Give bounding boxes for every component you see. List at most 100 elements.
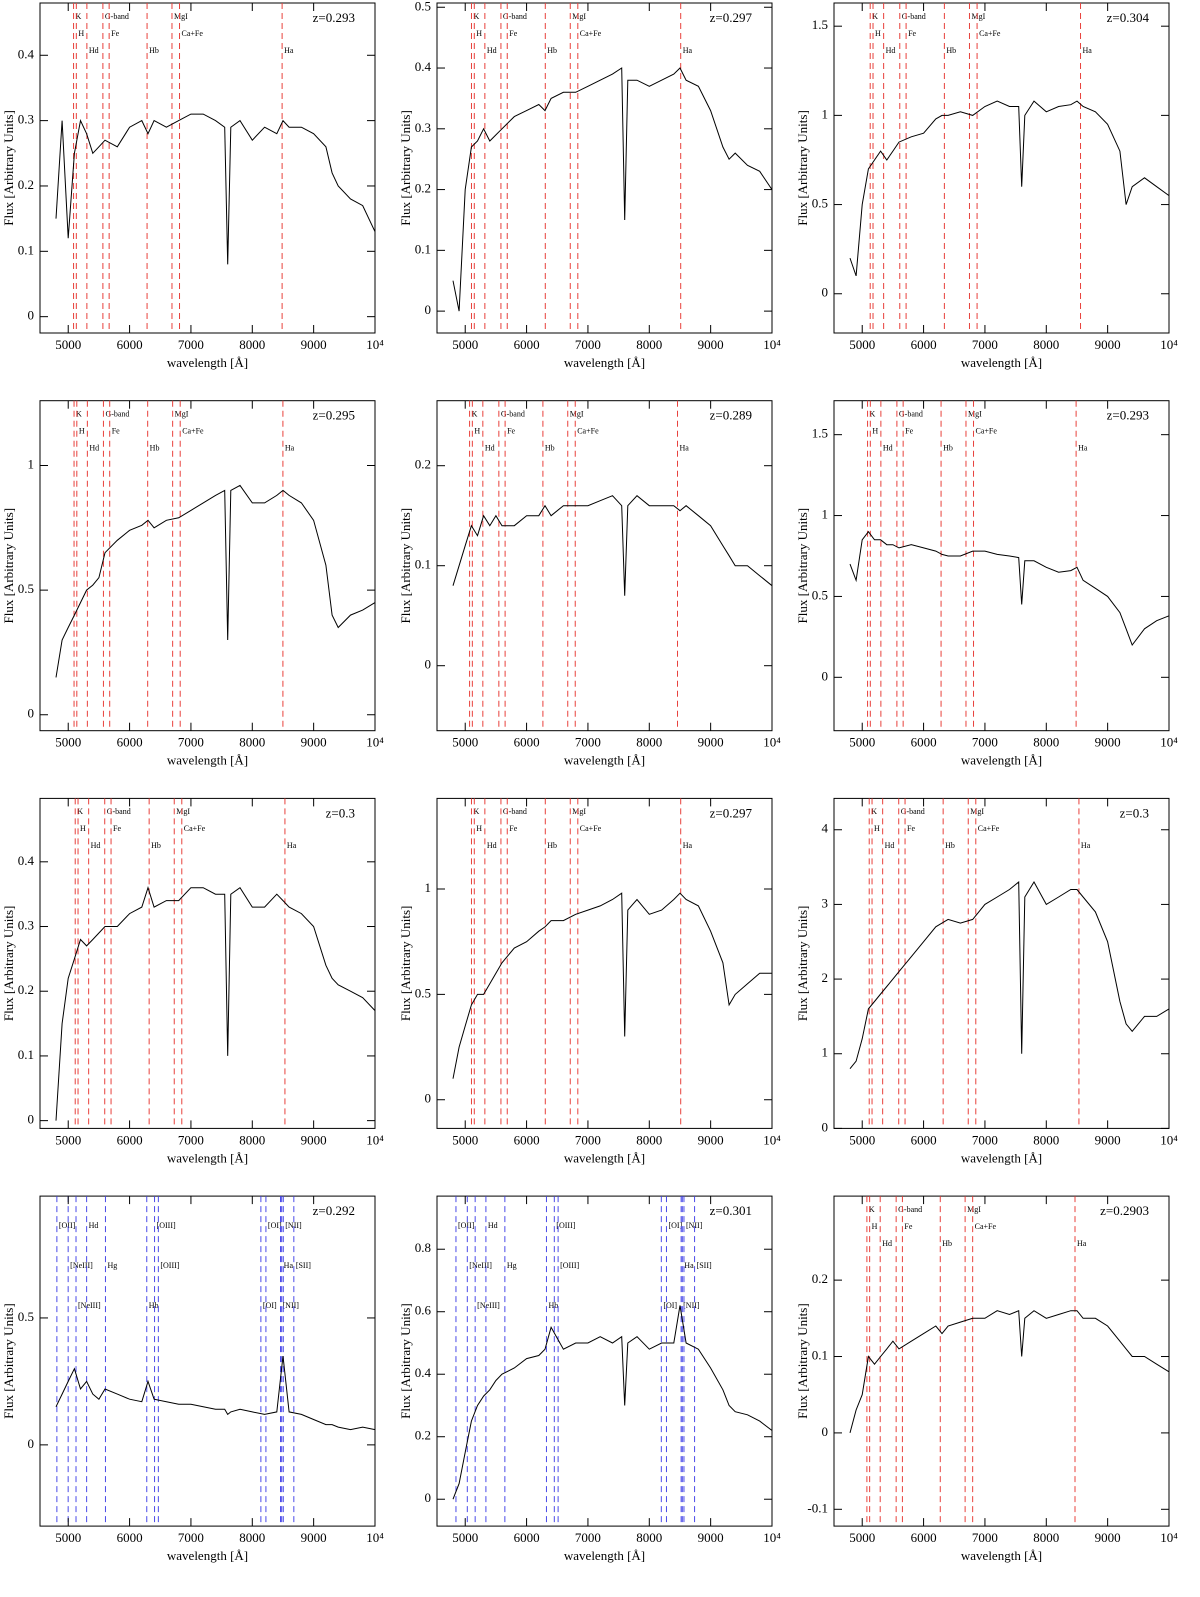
- y-axis-label: Flux [Arbitrary Units]: [795, 110, 810, 226]
- spectral-line-label: [OI]: [668, 1221, 682, 1230]
- y-tick-label: 2: [822, 970, 829, 985]
- plot-frame: [833, 2, 1170, 334]
- spectral-line-label: Ha: [683, 841, 693, 850]
- plot-frame: [436, 1195, 773, 1527]
- plot-frame: [833, 400, 1170, 732]
- x-tick-label: 10⁴: [366, 1530, 384, 1545]
- spectral-line-label: [OI]: [268, 1221, 282, 1230]
- y-tick-label: 1: [28, 456, 35, 471]
- spectrum-line: [452, 1305, 773, 1500]
- spectral-line-label: H: [80, 824, 86, 833]
- spectral-line-label: K: [76, 12, 82, 21]
- spectral-line-label: Fe: [113, 824, 121, 833]
- x-tick-label: 5000: [452, 1132, 478, 1147]
- y-tick-label: 0.5: [415, 0, 431, 13]
- y-tick-label: 1: [822, 1045, 829, 1060]
- x-axis-label: wavelength [Å]: [961, 1150, 1042, 1165]
- x-tick-label: 6000: [117, 337, 143, 352]
- spectral-line-label: MgI: [970, 807, 984, 816]
- x-tick-label: 8000: [239, 735, 265, 750]
- spectral-line-label: Hb: [150, 444, 160, 453]
- spectral-line-label: Ca+Fe: [978, 824, 1000, 833]
- y-tick-label: 0.2: [415, 181, 431, 196]
- y-tick-label: 0.1: [18, 1047, 34, 1062]
- x-tick-label: 9000: [301, 1530, 327, 1545]
- x-tick-label: 7000: [972, 1132, 998, 1147]
- spectrum-line: [452, 67, 773, 312]
- x-tick-label: 6000: [514, 735, 540, 750]
- x-tick-label: 7000: [178, 337, 204, 352]
- spectral-line-label: Hb: [946, 46, 956, 55]
- y-axis-label: Flux [Arbitrary Units]: [1, 1303, 16, 1419]
- spectral-line-label: Hb: [943, 444, 953, 453]
- y-tick-label: 0: [425, 657, 432, 672]
- x-tick-label: 8000: [1033, 1530, 1059, 1545]
- spectral-line-label: G-band: [503, 12, 527, 21]
- spectral-line-label: Ha: [284, 1261, 294, 1270]
- x-tick-label: 8000: [636, 1132, 662, 1147]
- spectral-line-label: MgI: [967, 1205, 981, 1214]
- y-tick-label: 0.4: [18, 46, 35, 61]
- spectral-line-label: Fe: [507, 427, 515, 436]
- spectral-line-label: Fe: [908, 29, 916, 38]
- spectrum-line: [452, 495, 773, 596]
- plot-frame: [39, 797, 376, 1129]
- x-axis-label: wavelength [Å]: [961, 1548, 1042, 1563]
- y-tick-label: 0.5: [812, 196, 828, 211]
- spectral-line-label: Ca+Fe: [182, 29, 204, 38]
- x-tick-label: 5000: [55, 1530, 81, 1545]
- spectral-line-label: Hd: [885, 841, 895, 850]
- spectrum-line: [849, 100, 1170, 277]
- x-axis-label: wavelength [Å]: [167, 1548, 248, 1563]
- spectral-line-label: G-band: [501, 410, 525, 419]
- spectrum-line: [849, 880, 1170, 1070]
- spectral-line-label: Ha: [1083, 46, 1093, 55]
- y-tick-label: 1: [425, 880, 432, 895]
- spectral-line-label: MgI: [572, 12, 586, 21]
- y-tick-label: 0: [822, 668, 829, 683]
- spectral-line-label: Hd: [886, 46, 896, 55]
- spectral-line-label: [NII]: [285, 1221, 302, 1230]
- spectral-line-label: Ha: [683, 46, 693, 55]
- spectral-line-label: Ha: [285, 444, 295, 453]
- y-tick-label: 1: [822, 106, 829, 121]
- x-tick-label: 5000: [849, 1132, 875, 1147]
- x-tick-label: 10⁴: [763, 735, 781, 750]
- spectral-line-label: Fe: [907, 824, 915, 833]
- spectral-line-label: Fe: [904, 1222, 912, 1231]
- spectral-line-label: MgI: [175, 410, 189, 419]
- spectral-line-label: [OI]: [663, 1301, 677, 1310]
- plot-frame: [39, 400, 376, 732]
- spectral-line-label: MgI: [570, 410, 584, 419]
- y-tick-label: 0: [822, 285, 829, 300]
- spectral-line-label: Hb: [945, 841, 955, 850]
- x-tick-label: 7000: [575, 1132, 601, 1147]
- x-tick-label: 9000: [1095, 337, 1121, 352]
- spectral-line-label: G-band: [901, 807, 925, 816]
- spectral-line-label: H: [78, 29, 84, 38]
- redshift-annotation: z=0.289: [710, 408, 752, 423]
- y-axis-label: Flux [Arbitrary Units]: [1, 110, 16, 226]
- redshift-annotation: z=0.297: [710, 805, 753, 820]
- y-axis-label: Flux [Arbitrary Units]: [1, 906, 16, 1022]
- spectral-line-label: K: [871, 807, 877, 816]
- spectral-line-label: Hg: [107, 1261, 117, 1270]
- y-tick-label: 0: [425, 1091, 432, 1106]
- y-tick-label: 0.2: [18, 177, 34, 192]
- panel: KH Hd G-band Fe Hb MgI Ca+Fe Ha 5000 6000 7000 8000…: [795, 1195, 1178, 1563]
- spectral-line-label: K: [473, 807, 479, 816]
- x-tick-label: 6000: [911, 735, 937, 750]
- y-tick-label: 0.5: [18, 581, 34, 596]
- panel: KH Hd G-band Fe Hb MgI Ca+Fe Ha 5000 6000 7000 8000…: [398, 0, 781, 370]
- y-tick-label: 0.4: [18, 853, 35, 868]
- spectral-line-label: [NII]: [283, 1301, 300, 1310]
- x-tick-label: 10⁴: [763, 337, 781, 352]
- x-tick-label: 10⁴: [1160, 1132, 1178, 1147]
- x-tick-label: 5000: [55, 1132, 81, 1147]
- redshift-annotation: z=0.3: [1120, 805, 1149, 820]
- spectral-line-label: Hg: [507, 1261, 517, 1270]
- x-tick-label: 6000: [117, 1132, 143, 1147]
- x-axis-label: wavelength [Å]: [167, 753, 248, 768]
- spectral-line-label: [OIII]: [556, 1221, 575, 1230]
- x-tick-label: 5000: [849, 1530, 875, 1545]
